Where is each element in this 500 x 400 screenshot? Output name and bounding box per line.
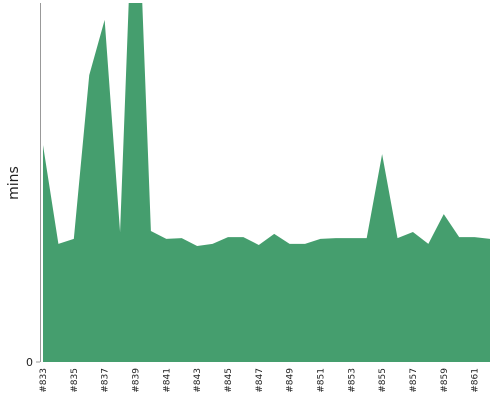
- area: [43, 3, 490, 362]
- y-axis-label: mins: [6, 166, 22, 200]
- x-tick-label: #841: [162, 368, 172, 393]
- plot-area: [43, 3, 490, 362]
- y-tick-label: 0: [26, 356, 33, 369]
- x-tick-label: #853: [347, 368, 357, 393]
- x-tick-label: #851: [316, 368, 326, 393]
- x-tick-label: #835: [70, 368, 80, 393]
- x-tick-label: #839: [131, 368, 141, 393]
- x-tick-label: #859: [440, 368, 450, 393]
- x-tick-label: #855: [378, 368, 388, 393]
- x-tick-label: #847: [255, 368, 265, 393]
- x-tick-label: #861: [471, 368, 481, 393]
- x-tick-label: #845: [224, 368, 234, 393]
- x-tick-label: #857: [409, 368, 419, 393]
- x-tick-label: #849: [286, 368, 296, 393]
- x-tick-label: #837: [101, 368, 111, 393]
- x-tick-label: #843: [193, 368, 203, 393]
- x-tick-label: #833: [39, 368, 49, 393]
